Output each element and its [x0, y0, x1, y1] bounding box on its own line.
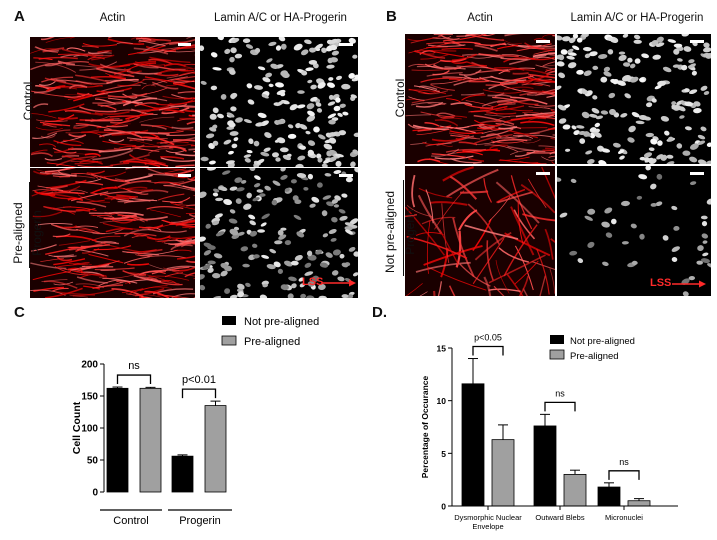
panel-b-actin-title: Actin: [467, 12, 493, 24]
significance-label: ns: [128, 360, 140, 372]
x-category-label: Progerin: [179, 515, 221, 527]
y-tick-label: 50: [87, 456, 99, 467]
y-tick-label: 0: [441, 502, 446, 512]
legend-label-pre-aligned: Pre-aligned: [244, 336, 300, 348]
panel-a-nuclei-control-image: [200, 37, 358, 167]
panel-b-letter: B: [386, 8, 397, 25]
significance-bracket: [544, 401, 576, 412]
panel-b-row-notprealigned-label: Not pre-aligned: [383, 190, 397, 274]
bar-0-0: [461, 383, 485, 507]
y-tick-label: 0: [92, 488, 98, 499]
scale-bar: [339, 174, 353, 177]
chart-c-legend: Not pre-aligned Pre-aligned: [221, 316, 319, 348]
panel-a-actin-progerin-image: [30, 168, 195, 298]
chart-d-legend: Not pre-aligned Pre-aligned: [549, 335, 635, 362]
scale-bar: [536, 40, 550, 43]
panel-b-actin-control-image: [405, 34, 555, 164]
significance-label: ns: [555, 388, 565, 398]
panel-a-actin-control-image: [30, 37, 195, 167]
y-tick-label: 10: [437, 396, 447, 406]
panel-a-nuclei-progerin-image: [200, 168, 358, 298]
x-category-label: Control: [113, 515, 148, 527]
bar-0-1: [491, 439, 515, 507]
panel-d-letter: D.: [372, 304, 387, 321]
significance-bracket: [116, 374, 152, 385]
lss-arrow-icon: [672, 280, 706, 288]
legend-swatch-not-pre-aligned: [222, 316, 236, 325]
nuclei-texture: [557, 34, 711, 164]
y-tick-label: 15: [437, 344, 447, 354]
actin-texture: [405, 34, 555, 164]
x-category-label: Outward Blebs: [535, 513, 584, 522]
panel-a-row-progerin-label: Progerin: [30, 210, 44, 256]
bar-1-0: [533, 425, 557, 507]
panel-a-actin-title: Actin: [99, 12, 126, 24]
bar-0-1: [139, 387, 162, 493]
legend-swatch-not-pre-aligned: [550, 335, 564, 344]
legend-swatch-pre-aligned: [221, 335, 237, 346]
legend-label-not-pre-aligned: Not pre-aligned: [570, 336, 635, 347]
panel-b-row-control-label: Control: [393, 78, 407, 118]
panel-b-label-divider: [403, 180, 404, 276]
panel-a-row-prealigned-label: Pre-aligned: [11, 202, 25, 264]
y-tick-label: 200: [81, 360, 98, 371]
legend-label-pre-aligned: Pre-aligned: [570, 351, 619, 362]
nuclei-texture: [557, 166, 711, 296]
y-tick-label: 5: [441, 449, 446, 459]
panel-b-lss-label: LSS: [650, 277, 672, 289]
panel-c-letter: C: [14, 304, 25, 321]
scale-bar: [536, 172, 550, 175]
significance-label: p<0.01: [182, 374, 216, 386]
bar-2-1: [627, 500, 651, 507]
bar-1-1: [204, 405, 227, 493]
y-axis-label: Percentage of Occurance: [420, 375, 430, 478]
actin-texture: [405, 166, 555, 296]
chart-d: Not pre-aligned Pre-aligned 0 5 10 15 Percen…: [420, 333, 678, 531]
nuclei-texture: [200, 168, 358, 298]
scale-bar: [178, 174, 191, 177]
legend-label-not-pre-aligned: Not pre-aligned: [244, 316, 319, 328]
scale-bar: [178, 43, 191, 46]
lss-arrow-icon: [322, 279, 356, 287]
panel-a-row-control-label: Control: [21, 81, 35, 121]
scale-bar: [690, 40, 704, 43]
panel-b-row-progerin-label: Progerin: [403, 209, 417, 255]
panel-a-lamin-title: Lamin A/C or HA-Progerin: [214, 12, 347, 24]
panel-b-lamin-title: Lamin A/C or HA-Progerin: [570, 12, 704, 24]
chart-c: Not pre-aligned Pre-aligned 0 50 100 150 200…: [71, 316, 319, 527]
panel-b-nuclei-control-image: [557, 34, 711, 164]
panel-b-actin-progerin-image: [405, 166, 555, 296]
bar-1-0: [171, 455, 194, 493]
bar-1-1: [563, 473, 587, 507]
panel-b-nuclei-progerin-image: [557, 166, 711, 296]
significance-bracket: [608, 470, 640, 480]
panel-a-letter: A: [14, 8, 25, 25]
scale-bar: [339, 43, 353, 46]
legend-swatch-pre-aligned: [549, 349, 565, 360]
y-tick-label: 100: [81, 424, 98, 435]
significance-label: ns: [619, 457, 629, 467]
x-category-label: Micronuclei: [605, 513, 643, 522]
significance-label: p<0.05: [474, 333, 502, 343]
actin-texture: [30, 168, 195, 298]
panel-a-label-divider: [29, 182, 30, 268]
nuclei-texture: [200, 37, 358, 167]
panel-a-lss-label: LSS: [302, 276, 324, 288]
bar-0-0: [106, 387, 129, 493]
y-tick-label: 150: [81, 392, 98, 403]
x-category-label: Dysmorphic Nuclear Envelope: [454, 513, 522, 531]
bar-2-0: [597, 486, 621, 507]
significance-bracket: [472, 345, 504, 356]
actin-texture: [30, 37, 195, 167]
significance-bracket: [181, 388, 217, 399]
y-axis-label: Cell Count: [71, 401, 83, 454]
scale-bar: [690, 172, 704, 175]
